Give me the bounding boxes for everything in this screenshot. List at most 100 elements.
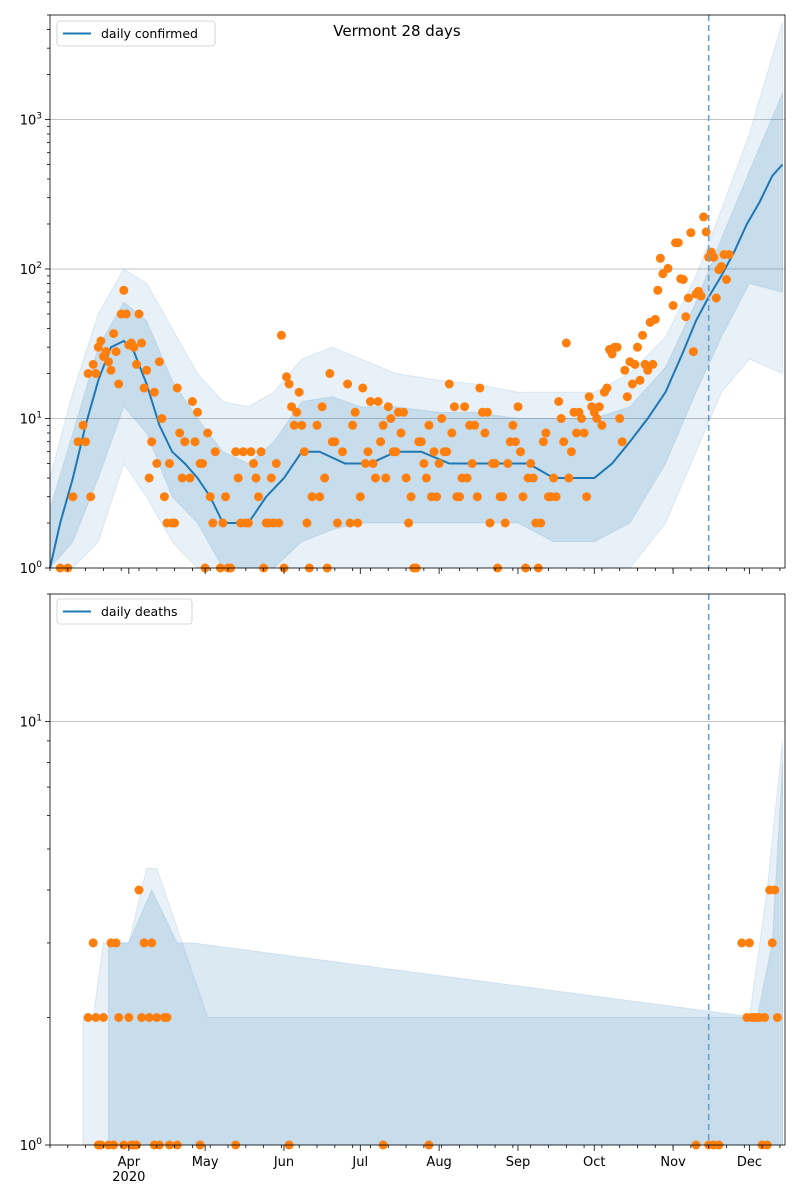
data-point	[271, 459, 281, 468]
data-point	[98, 1013, 108, 1022]
data-point	[594, 402, 604, 412]
data-point	[744, 938, 754, 948]
data-point	[368, 459, 378, 468]
data-point	[378, 420, 388, 430]
data-point	[579, 428, 589, 438]
data-point	[198, 459, 208, 468]
data-point	[139, 383, 149, 393]
data-point	[572, 428, 581, 438]
data-point	[673, 238, 683, 248]
data-point	[592, 414, 602, 423]
deaths-legend: daily deaths	[56, 598, 193, 625]
data-point	[233, 473, 243, 483]
data-point	[373, 397, 383, 406]
confirmed-x-axis	[49, 568, 781, 574]
data-point	[274, 518, 284, 528]
data-point	[381, 473, 391, 483]
data-point	[172, 383, 182, 393]
data-point	[633, 342, 642, 352]
data-point	[371, 473, 380, 483]
y-tick-label: 101	[20, 713, 42, 730]
data-point	[210, 447, 220, 457]
data-point	[144, 1013, 154, 1022]
data-point	[406, 492, 416, 502]
data-point	[383, 402, 393, 412]
y-tick-label: 100	[20, 560, 43, 577]
data-point	[503, 459, 513, 468]
data-point	[78, 420, 88, 430]
data-point	[686, 228, 696, 238]
data-point	[297, 420, 307, 430]
data-point	[467, 459, 477, 468]
data-point	[251, 473, 261, 483]
data-point	[770, 885, 780, 895]
data-point	[154, 357, 164, 367]
data-point	[294, 387, 304, 397]
data-point	[363, 447, 373, 457]
x-tick-label: Jul	[351, 1155, 368, 1170]
data-point	[307, 492, 317, 502]
data-point	[152, 1013, 162, 1022]
y-tick-label: 103	[20, 111, 42, 128]
data-point	[162, 1013, 172, 1022]
data-point	[711, 293, 721, 303]
data-point	[404, 518, 414, 528]
data-point	[317, 402, 327, 412]
data-point	[551, 492, 561, 502]
deaths-legend-box	[56, 598, 193, 625]
data-point	[577, 414, 586, 423]
data-point	[536, 518, 546, 528]
data-point	[302, 518, 312, 528]
x-tick-label: Oct	[583, 1155, 605, 1170]
data-point	[396, 428, 406, 438]
data-point	[91, 1013, 101, 1022]
data-point	[472, 492, 482, 502]
data-point	[475, 383, 485, 393]
data-point	[663, 263, 673, 273]
data-point	[526, 459, 536, 468]
data-point	[518, 492, 528, 502]
data-point	[597, 420, 607, 430]
data-point	[480, 428, 490, 438]
data-point	[256, 447, 266, 457]
data-point	[134, 885, 144, 895]
data-point	[119, 285, 129, 295]
data-point	[648, 359, 658, 369]
data-point	[208, 518, 218, 528]
data-point	[106, 365, 116, 375]
data-point	[630, 359, 640, 369]
data-point	[678, 275, 688, 284]
data-point	[699, 212, 709, 222]
data-point	[88, 938, 98, 948]
data-point	[617, 437, 627, 447]
data-point	[556, 414, 566, 423]
confirmed-legend-box	[56, 20, 216, 47]
data-point	[437, 414, 447, 423]
data-point	[424, 420, 434, 430]
data-point	[81, 437, 91, 447]
data-point	[650, 314, 660, 324]
x-tick-label: Apr	[118, 1155, 141, 1170]
data-point	[343, 379, 353, 389]
data-point	[399, 407, 408, 417]
deaths-y-axis: 100 101	[20, 593, 50, 1154]
data-point	[147, 938, 157, 948]
data-point	[320, 473, 330, 483]
confirmed-gridlines	[50, 119, 785, 419]
data-point	[124, 1013, 134, 1022]
data-point	[111, 938, 121, 948]
data-point	[724, 250, 734, 259]
confirmed-y-axis: 100 101 102 103	[20, 14, 50, 577]
data-point	[104, 357, 113, 367]
data-point	[429, 447, 439, 457]
deaths-plot-frame	[49, 593, 786, 1146]
data-point	[386, 414, 396, 423]
data-point	[142, 365, 152, 375]
data-point	[266, 473, 276, 483]
data-point	[358, 383, 368, 393]
data-point	[139, 938, 149, 948]
data-point	[602, 383, 612, 393]
data-point	[325, 369, 335, 378]
data-point	[482, 407, 492, 417]
